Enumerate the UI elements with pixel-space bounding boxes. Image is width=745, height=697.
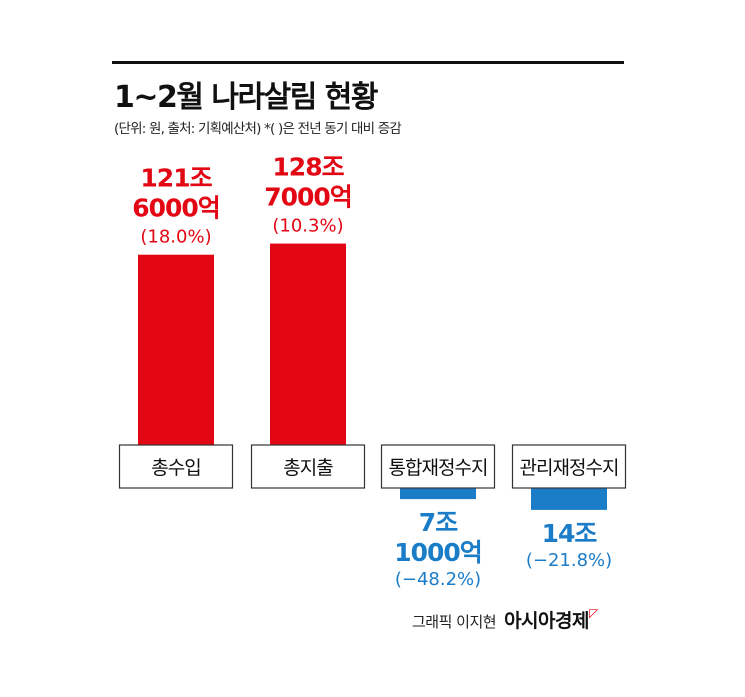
brand-mark-icon: ◸	[588, 606, 598, 620]
category-label: 총지출	[283, 457, 333, 479]
bar	[531, 488, 607, 510]
value-label: 121조	[140, 164, 212, 193]
category-label: 통합재정수지	[389, 457, 488, 479]
chart-title: 1~2월 나라살림 현황	[114, 80, 378, 115]
top-rule	[112, 61, 624, 64]
category-box	[511, 444, 627, 489]
value-label: 7조	[419, 508, 458, 537]
credit: 그래픽 이지현 아시아경제◸	[412, 606, 598, 633]
bar	[138, 254, 214, 445]
change-label: (−21.8%)	[526, 550, 612, 571]
category-label: 총수입	[151, 457, 200, 479]
bar	[270, 243, 346, 445]
value-label: 6000억	[132, 194, 220, 223]
bar	[400, 488, 476, 500]
value-label: 1000억	[394, 538, 482, 567]
change-label: (−48.2%)	[395, 569, 481, 590]
category-box	[380, 444, 496, 489]
change-label: (18.0%)	[140, 227, 211, 248]
value-label: 7000억	[264, 183, 352, 212]
category-label: 관리재정수지	[520, 457, 619, 479]
value-label: 128조	[272, 153, 344, 182]
change-label: (10.3%)	[272, 216, 343, 237]
chart-subtitle: (단위: 원, 출처: 기획예산처) *( )은 전년 동기 대비 증감	[114, 121, 402, 137]
category-box	[118, 444, 234, 489]
category-box	[250, 444, 366, 489]
credit-text: 그래픽 이지현	[412, 613, 497, 631]
brand-logo: 아시아경제	[504, 610, 589, 632]
value-label: 14조	[542, 519, 598, 548]
